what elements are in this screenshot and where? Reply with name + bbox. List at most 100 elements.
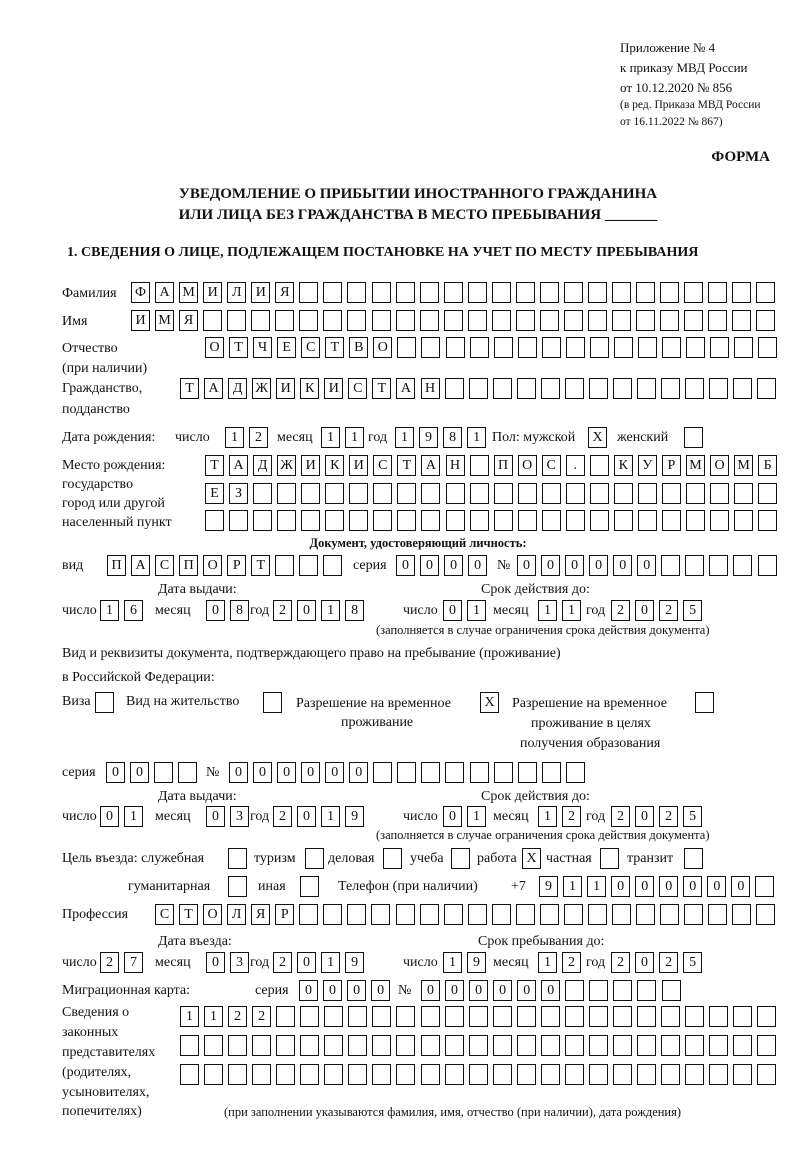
char-cell[interactable]: И [276, 378, 296, 399]
char-cell[interactable] [323, 282, 343, 303]
char-cell[interactable] [300, 1006, 320, 1027]
char-cell[interactable] [299, 310, 319, 331]
char-cell[interactable] [661, 1035, 680, 1056]
char-cell[interactable] [324, 1006, 344, 1027]
char-cell[interactable] [228, 1064, 248, 1085]
char-cell[interactable]: 0 [444, 555, 464, 576]
char-cell[interactable]: 1 [100, 600, 119, 621]
char-cell[interactable]: С [373, 455, 393, 476]
char-cell[interactable] [564, 1006, 584, 1027]
char-cell[interactable] [734, 337, 754, 358]
char-cell[interactable] [444, 1006, 464, 1027]
char-cell[interactable] [637, 337, 657, 358]
char-cell[interactable] [444, 378, 464, 399]
char-cell[interactable] [708, 310, 728, 331]
char-cell[interactable] [734, 510, 754, 531]
birthplace-field-3[interactable] [205, 510, 778, 531]
char-cell[interactable]: 0 [100, 806, 119, 827]
char-cell[interactable]: 0 [611, 876, 631, 897]
char-cell[interactable] [468, 1064, 488, 1085]
char-cell[interactable]: 2 [611, 600, 630, 621]
char-cell[interactable]: 8 [345, 600, 365, 621]
char-cell[interactable]: 0 [130, 762, 150, 783]
char-cell[interactable] [421, 762, 441, 783]
char-cell[interactable] [468, 1035, 488, 1056]
char-cell[interactable] [661, 555, 681, 576]
char-cell[interactable]: 1 [124, 806, 144, 827]
char-cell[interactable] [708, 282, 728, 303]
char-cell[interactable]: 0 [325, 762, 345, 783]
char-cell[interactable]: 9 [345, 952, 365, 973]
char-cell[interactable] [733, 1006, 753, 1027]
char-cell[interactable]: О [203, 904, 223, 925]
char-cell[interactable]: 0 [323, 980, 343, 1001]
edu-permit-checkbox[interactable] [695, 692, 714, 713]
char-cell[interactable] [445, 337, 465, 358]
char-cell[interactable] [540, 1006, 560, 1027]
char-cell[interactable] [444, 1064, 464, 1085]
char-cell[interactable] [684, 282, 704, 303]
char-cell[interactable] [419, 310, 439, 331]
char-cell[interactable] [347, 904, 367, 925]
char-cell[interactable] [371, 310, 391, 331]
char-cell[interactable] [468, 378, 488, 399]
sex-female-checkbox[interactable] [684, 427, 703, 448]
char-cell[interactable]: 0 [517, 980, 537, 1001]
char-cell[interactable] [661, 1064, 680, 1085]
char-cell[interactable] [323, 310, 343, 331]
char-cell[interactable]: 0 [106, 762, 125, 783]
char-cell[interactable]: 2 [273, 806, 292, 827]
char-cell[interactable]: И [349, 455, 369, 476]
char-cell[interactable] [564, 378, 584, 399]
char-cell[interactable] [758, 483, 778, 504]
char-cell[interactable] [588, 1035, 608, 1056]
char-cell[interactable] [710, 337, 730, 358]
char-cell[interactable] [276, 1006, 296, 1027]
char-cell[interactable]: 2 [611, 952, 630, 973]
char-cell[interactable] [277, 483, 297, 504]
char-cell[interactable] [299, 555, 319, 576]
char-cell[interactable] [564, 1064, 584, 1085]
char-cell[interactable] [733, 378, 753, 399]
char-cell[interactable] [372, 1035, 392, 1056]
char-cell[interactable] [587, 904, 607, 925]
char-cell[interactable] [733, 555, 753, 576]
char-cell[interactable] [757, 378, 777, 399]
purpose-transit-checkbox[interactable] [684, 848, 703, 869]
char-cell[interactable] [301, 510, 321, 531]
char-cell[interactable] [515, 904, 535, 925]
char-cell[interactable]: Д [228, 378, 248, 399]
char-cell[interactable] [299, 904, 319, 925]
char-cell[interactable]: Б [758, 455, 778, 476]
char-cell[interactable] [734, 483, 754, 504]
char-cell[interactable]: 0 [347, 980, 367, 1001]
representatives-field-2[interactable] [180, 1035, 777, 1056]
char-cell[interactable] [685, 1035, 705, 1056]
char-cell[interactable] [709, 1064, 729, 1085]
char-cell[interactable]: Я [179, 310, 199, 331]
char-cell[interactable]: 0 [635, 876, 655, 897]
char-cell[interactable]: 0 [445, 980, 465, 1001]
purpose-business-checkbox[interactable] [383, 848, 402, 869]
char-cell[interactable] [395, 904, 415, 925]
char-cell[interactable]: О [517, 455, 537, 476]
char-cell[interactable] [205, 510, 224, 531]
char-cell[interactable] [299, 282, 319, 303]
char-cell[interactable]: 1 [395, 427, 414, 448]
char-cell[interactable]: Л [227, 282, 247, 303]
char-cell[interactable] [589, 337, 609, 358]
char-cell[interactable] [492, 1064, 512, 1085]
